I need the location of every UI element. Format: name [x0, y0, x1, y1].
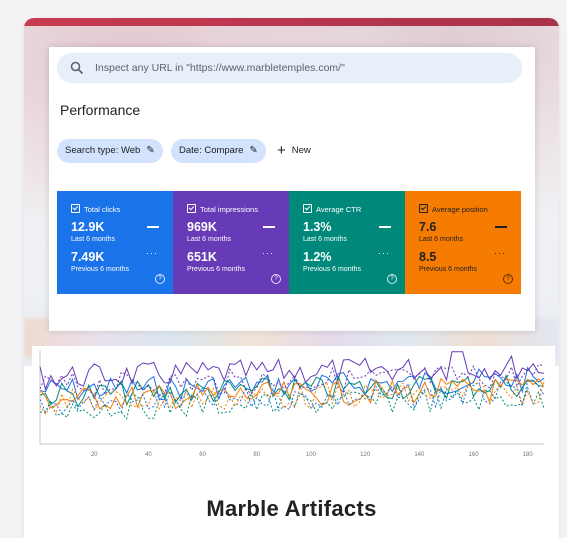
date-filter-label: Date: Compare — [179, 145, 244, 156]
url-inspect-input[interactable] — [95, 53, 515, 83]
metric-card-average-position[interactable]: Average position 7.6 Last 6 months 8.5 P… — [405, 191, 521, 294]
dashed-line-legend-icon: ··· — [494, 248, 506, 258]
checkbox-icon[interactable] — [187, 204, 196, 213]
dashed-line-legend-icon: ··· — [146, 248, 158, 258]
performance-line-chart: 20 40 60 80 100 120 140 160 180 — [32, 346, 555, 480]
series-line — [39, 351, 545, 391]
metric-previous-label: Previous 6 months — [419, 266, 477, 273]
metric-previous-value: 1.2% — [303, 250, 332, 264]
metric-current-label: Last 6 months — [71, 236, 115, 243]
x-tick-label: 20 — [91, 452, 98, 458]
search-type-filter-chip[interactable]: Search type: Web ✎ — [57, 139, 163, 163]
x-tick-label: 120 — [360, 452, 371, 458]
new-filter-button[interactable]: + New — [277, 139, 311, 163]
metric-card-total-impressions[interactable]: Total impressions 969K Last 6 months 651… — [173, 191, 289, 294]
metric-current-label: Last 6 months — [303, 236, 347, 243]
x-tick-label: 100 — [306, 452, 317, 458]
metric-current-value: 12.9K — [71, 220, 105, 234]
metric-previous-label: Previous 6 months — [71, 266, 129, 273]
search-console-screenshot: Performance Search type: Web ✎ Date: Comp… — [49, 47, 535, 331]
help-icon[interactable]: ? — [503, 274, 513, 284]
metric-header: Average CTR — [303, 204, 361, 214]
metric-current-value: 1.3% — [303, 220, 332, 234]
metric-header: Total clicks — [71, 204, 120, 214]
article-card[interactable]: Performance Search type: Web ✎ Date: Comp… — [24, 18, 559, 538]
x-tick-label: 140 — [414, 452, 425, 458]
search-icon — [70, 61, 84, 75]
metric-label: Total clicks — [84, 205, 121, 214]
series-line — [39, 386, 545, 420]
metric-previous-label: Previous 6 months — [303, 266, 361, 273]
metric-current-value: 969K — [187, 220, 217, 234]
new-filter-label: New — [291, 145, 311, 156]
help-icon[interactable]: ? — [155, 274, 165, 284]
metric-current-label: Last 6 months — [187, 236, 231, 243]
metric-label: Average CTR — [316, 205, 362, 214]
metric-previous-label: Previous 6 months — [187, 266, 245, 273]
metric-label: Total impressions — [200, 205, 258, 214]
series-line — [39, 380, 545, 415]
checkbox-icon[interactable] — [71, 204, 80, 213]
metric-header: Total impressions — [187, 204, 258, 214]
solid-line-legend-icon — [495, 226, 507, 228]
x-tick-label: 160 — [469, 452, 480, 458]
dashed-line-legend-icon: ··· — [378, 248, 390, 258]
x-tick-label: 80 — [253, 452, 260, 458]
card-accent-bar — [24, 18, 559, 28]
page-title: Performance — [60, 102, 141, 118]
series-line — [39, 366, 545, 401]
metric-previous-value: 8.5 — [419, 250, 437, 264]
checkbox-icon[interactable] — [419, 204, 428, 213]
metric-card-total-clicks[interactable]: Total clicks 12.9K Last 6 months 7.49K P… — [57, 191, 173, 294]
series-line — [39, 377, 545, 410]
solid-line-legend-icon — [379, 226, 391, 228]
url-inspect-bar[interactable] — [57, 53, 522, 83]
solid-line-legend-icon — [263, 226, 275, 228]
metric-label: Average position — [432, 205, 488, 214]
chart-svg: 20 40 60 80 100 120 140 160 180 — [39, 350, 545, 458]
dashed-line-legend-icon: ··· — [262, 248, 274, 258]
card-title[interactable]: Marble Artifacts — [206, 496, 377, 521]
checkbox-icon[interactable] — [303, 204, 312, 213]
help-icon[interactable]: ? — [271, 274, 281, 284]
x-tick-label: 60 — [199, 452, 206, 458]
pencil-icon: ✎ — [146, 145, 155, 156]
pencil-icon: ✎ — [249, 145, 258, 156]
date-filter-chip[interactable]: Date: Compare ✎ — [171, 139, 266, 163]
metric-previous-value: 651K — [187, 250, 217, 264]
metric-card-average-ctr[interactable]: Average CTR 1.3% Last 6 months 1.2% Prev… — [289, 191, 405, 294]
metric-header: Average position — [419, 204, 488, 214]
metric-current-label: Last 6 months — [419, 236, 463, 243]
x-tick-label: 180 — [523, 452, 534, 458]
plus-icon: + — [277, 142, 286, 159]
search-type-filter-label: Search type: Web — [65, 145, 141, 156]
x-tick-label: 40 — [145, 452, 152, 458]
series-line — [39, 380, 545, 415]
series-line — [39, 363, 545, 398]
help-icon[interactable]: ? — [387, 274, 397, 284]
metric-current-value: 7.6 — [419, 220, 437, 234]
solid-line-legend-icon — [147, 226, 159, 228]
metric-previous-value: 7.49K — [71, 250, 105, 264]
